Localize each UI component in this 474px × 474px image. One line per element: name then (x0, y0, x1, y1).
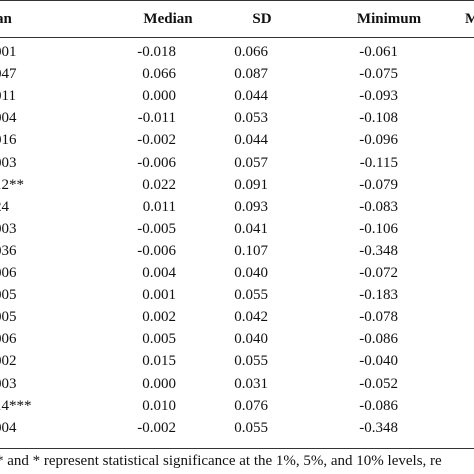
mean-cell: 036 (0, 242, 17, 259)
mean-cell: 24 (0, 198, 9, 215)
minimum-cell: -0.040 (359, 353, 398, 370)
table-row: 006 0.004 0.040 -0.072 (0, 262, 474, 284)
minimum-cell: -0.348 (359, 242, 398, 259)
sd-cell: 0.087 (234, 66, 268, 83)
median-cell: 0.000 (142, 375, 176, 392)
minimum-cell: -0.115 (359, 154, 398, 171)
sd-cell: 0.055 (234, 287, 268, 304)
table-row: 003 0.000 0.031 -0.052 (0, 373, 474, 395)
table-row: 12** 0.022 0.091 -0.079 (0, 174, 474, 196)
median-cell: 0.002 (142, 309, 176, 326)
header-median: Median (143, 11, 193, 27)
median-cell: -0.002 (137, 419, 176, 436)
median-cell: 0.000 (142, 88, 176, 105)
minimum-cell: -0.096 (359, 132, 398, 149)
minimum-cell: -0.086 (359, 397, 398, 414)
minimum-cell: -0.183 (359, 287, 398, 304)
sd-cell: 0.066 (234, 44, 268, 60)
table-row: 006 0.005 0.040 -0.086 (0, 328, 474, 350)
minimum-cell: -0.106 (359, 220, 398, 237)
sd-cell: 0.040 (234, 265, 268, 281)
table-row: 036 -0.006 0.107 -0.348 (0, 240, 474, 262)
table-row: 011 0.000 0.044 -0.093 (0, 85, 474, 107)
table-row: 24 0.011 0.093 -0.083 (0, 196, 474, 218)
table-row: 003 -0.006 0.057 -0.115 (0, 152, 474, 174)
header-rule (0, 37, 474, 38)
minimum-cell: -0.079 (359, 176, 398, 193)
minimum-cell: -0.061 (359, 44, 398, 60)
table-row: 001 -0.018 0.066 -0.061 (0, 41, 474, 63)
median-cell: -0.002 (137, 132, 176, 149)
mean-cell: 047 (0, 66, 17, 83)
median-cell: -0.018 (137, 44, 176, 60)
mean-cell: 004 (0, 110, 17, 127)
header-mean: an (0, 11, 12, 27)
median-cell: 0.066 (142, 66, 176, 83)
median-cell: -0.006 (137, 154, 176, 171)
minimum-cell: -0.093 (359, 88, 398, 105)
sd-cell: 0.042 (234, 309, 268, 326)
median-cell: 0.022 (142, 176, 176, 193)
mean-cell: 001 (0, 44, 17, 60)
table-row: 002 0.015 0.055 -0.040 (0, 350, 474, 372)
minimum-cell: -0.086 (359, 331, 398, 348)
median-cell: 0.001 (142, 287, 176, 304)
table-row: 14*** 0.010 0.076 -0.086 (0, 395, 474, 417)
table-top-rule (0, 0, 474, 1)
sd-cell: 0.053 (234, 110, 268, 127)
sd-cell: 0.040 (234, 331, 268, 348)
mean-cell: 004 (0, 419, 17, 436)
header-minimum: Minimum (356, 11, 422, 27)
mean-cell: 003 (0, 220, 17, 237)
sd-cell: 0.107 (234, 242, 268, 259)
mean-cell: 14*** (0, 397, 32, 414)
minimum-cell: -0.108 (359, 110, 398, 127)
table-row: 016 -0.002 0.044 -0.096 (0, 129, 474, 151)
mean-cell: 003 (0, 154, 17, 171)
minimum-cell: -0.083 (359, 198, 398, 215)
mean-cell: 006 (0, 265, 17, 281)
mean-cell: 016 (0, 132, 17, 149)
table-row: 005 0.001 0.055 -0.183 (0, 284, 474, 306)
sd-cell: 0.076 (234, 397, 268, 414)
median-cell: 0.015 (142, 353, 176, 370)
header-maximum: M (465, 11, 474, 27)
minimum-cell: -0.348 (359, 419, 398, 436)
header-sd: SD (252, 11, 272, 27)
table-row: 003 -0.005 0.041 -0.106 (0, 218, 474, 240)
median-cell: 0.004 (142, 265, 176, 281)
sd-cell: 0.044 (234, 132, 268, 149)
table-bottom-rule (0, 448, 474, 449)
sd-cell: 0.041 (234, 220, 268, 237)
mean-cell: 005 (0, 309, 17, 326)
table-row: 047 0.066 0.087 -0.075 (0, 63, 474, 85)
mean-cell: 006 (0, 331, 17, 348)
sd-cell: 0.093 (234, 198, 268, 215)
mean-cell: 12** (0, 176, 24, 193)
median-cell: 0.010 (142, 397, 176, 414)
mean-cell: 011 (0, 88, 16, 105)
median-cell: -0.005 (137, 220, 176, 237)
median-cell: 0.011 (142, 198, 176, 215)
sd-cell: 0.055 (234, 353, 268, 370)
sd-cell: 0.031 (234, 375, 268, 392)
sd-cell: 0.091 (234, 176, 268, 193)
table-footnote: * and * represent statistical significan… (0, 453, 442, 469)
table-row: 005 0.002 0.042 -0.078 (0, 306, 474, 328)
mean-cell: 005 (0, 287, 17, 304)
table-row: 004 -0.011 0.053 -0.108 (0, 107, 474, 129)
minimum-cell: -0.072 (359, 265, 398, 281)
sd-cell: 0.044 (234, 88, 268, 105)
median-cell: 0.005 (142, 331, 176, 348)
sd-cell: 0.055 (234, 419, 268, 436)
mean-cell: 002 (0, 353, 17, 370)
mean-cell: 003 (0, 375, 17, 392)
minimum-cell: -0.052 (359, 375, 398, 392)
minimum-cell: -0.078 (359, 309, 398, 326)
median-cell: -0.006 (137, 242, 176, 259)
table-row: 004 -0.002 0.055 -0.348 (0, 417, 474, 439)
sd-cell: 0.057 (234, 154, 268, 171)
minimum-cell: -0.075 (359, 66, 398, 83)
median-cell: -0.011 (137, 110, 176, 127)
